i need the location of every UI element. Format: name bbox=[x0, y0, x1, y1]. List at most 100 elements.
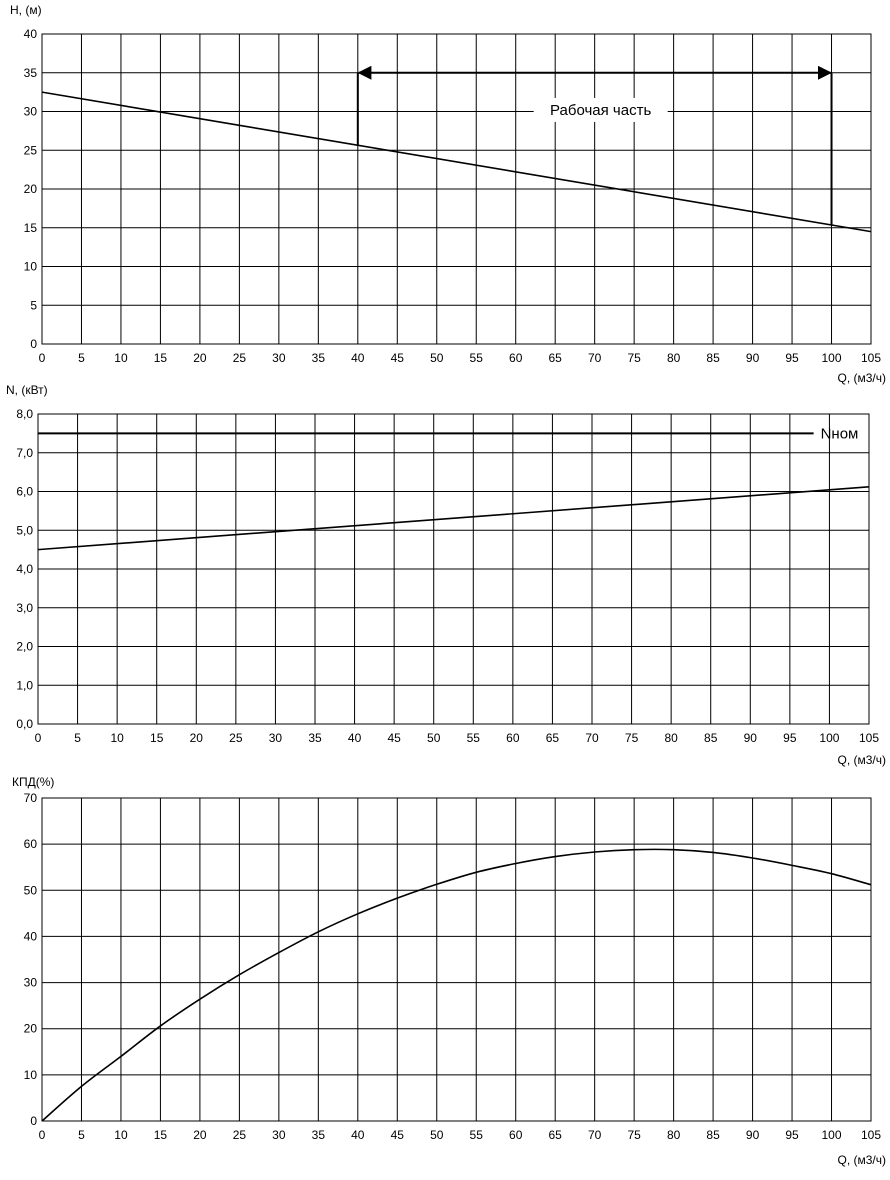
x-tick-label: 105 bbox=[861, 1128, 881, 1142]
chart-3: 0 5 10 15 20 25 30 35 40 45 50 55 60 65 70 75 80 85 90 95 10… bbox=[12, 775, 886, 1167]
x-tick-label: 85 bbox=[706, 1128, 720, 1142]
x-tick-label: 100 bbox=[822, 351, 842, 365]
x-tick-label: 50 bbox=[430, 1128, 444, 1142]
x-tick-label: 100 bbox=[819, 731, 839, 745]
y-tick-label: 15 bbox=[24, 221, 38, 235]
y-tick-label: 4,0 bbox=[16, 562, 33, 576]
y-tick-label: 40 bbox=[24, 929, 38, 943]
x-tick-label: 35 bbox=[312, 351, 326, 365]
x-tick-label: 85 bbox=[706, 351, 720, 365]
x-tick-label: 55 bbox=[470, 1128, 484, 1142]
x-tick-label: 60 bbox=[506, 731, 520, 745]
y-tick-label: 3,0 bbox=[16, 601, 33, 615]
x-tick-label: 35 bbox=[312, 1128, 326, 1142]
x-tick-label: 70 bbox=[585, 731, 599, 745]
y-tick-label: 1,0 bbox=[16, 678, 33, 692]
x-tick-label: 5 bbox=[74, 731, 81, 745]
x-tick-label: 75 bbox=[625, 731, 639, 745]
x-tick-label: 30 bbox=[269, 731, 283, 745]
plot-border bbox=[41, 797, 872, 1122]
range-label: Рабочая часть bbox=[550, 102, 651, 119]
x-tick-label: 75 bbox=[627, 1128, 641, 1142]
x-tick-label: 80 bbox=[664, 731, 678, 745]
x-tick-label: 65 bbox=[546, 731, 560, 745]
x-tick-label: 25 bbox=[233, 1128, 247, 1142]
x-tick-label: 20 bbox=[190, 731, 204, 745]
chart-2: 0 5 10 15 20 25 30 35 40 45 50 55 60 65 70 75 80 85 90 95 10… bbox=[6, 383, 886, 767]
y-tick-label: 7,0 bbox=[16, 446, 33, 460]
x-tick-label: 5 bbox=[78, 351, 85, 365]
y-axis-label: H, (м) bbox=[10, 3, 42, 17]
series-line bbox=[41, 848, 872, 1122]
x-tick-label: 105 bbox=[861, 351, 881, 365]
y-tick-label: 30 bbox=[24, 105, 38, 119]
y-tick-label: 0,0 bbox=[16, 717, 33, 731]
x-tick-label: 55 bbox=[470, 351, 484, 365]
plot-border bbox=[41, 33, 872, 345]
y-tick-label: 6,0 bbox=[16, 485, 33, 499]
y-tick-label: 40 bbox=[24, 27, 38, 41]
x-tick-label: 60 bbox=[509, 1128, 523, 1142]
y-tick-label: 10 bbox=[24, 260, 38, 274]
x-tick-label: 25 bbox=[229, 731, 243, 745]
x-tick-label: 0 bbox=[35, 731, 42, 745]
series-line bbox=[37, 486, 870, 551]
x-tick-label: 25 bbox=[233, 351, 247, 365]
x-tick-label: 20 bbox=[193, 351, 207, 365]
y-tick-label: 2,0 bbox=[16, 640, 33, 654]
x-tick-label: 50 bbox=[427, 731, 441, 745]
series-line bbox=[41, 91, 872, 233]
x-tick-label: 100 bbox=[822, 1128, 842, 1142]
x-tick-label: 60 bbox=[509, 351, 523, 365]
x-tick-label: 35 bbox=[308, 731, 322, 745]
x-tick-label: 45 bbox=[391, 1128, 405, 1142]
x-tick-label: 5 bbox=[78, 1128, 85, 1142]
y-tick-label: 20 bbox=[24, 182, 38, 196]
x-tick-label: 15 bbox=[154, 351, 168, 365]
x-tick-label: 65 bbox=[549, 351, 563, 365]
reference-line-label: Nном bbox=[821, 425, 859, 442]
range-label-background bbox=[533, 97, 668, 122]
x-tick-label: 80 bbox=[667, 1128, 681, 1142]
y-tick-label: 35 bbox=[24, 66, 38, 80]
y-tick-label: 20 bbox=[24, 1022, 38, 1036]
x-tick-label: 40 bbox=[348, 731, 362, 745]
x-tick-label: 90 bbox=[746, 1128, 760, 1142]
chart-1: 0 5 10 15 20 25 30 35 40 45 50 55 60 65 70 75 80 85 90 95 10… bbox=[10, 3, 886, 385]
y-axis-label: КПД(%) bbox=[12, 775, 54, 789]
y-tick-label: 70 bbox=[24, 791, 38, 805]
x-tick-label: 95 bbox=[785, 351, 799, 365]
y-axis-label: N, (кВт) bbox=[6, 383, 48, 397]
x-tick-label: 0 bbox=[39, 351, 46, 365]
x-tick-label: 65 bbox=[549, 1128, 563, 1142]
x-tick-label: 15 bbox=[154, 1128, 168, 1142]
x-tick-label: 90 bbox=[746, 351, 760, 365]
x-tick-label: 10 bbox=[110, 731, 124, 745]
y-tick-label: 10 bbox=[24, 1068, 38, 1082]
x-tick-label: 45 bbox=[387, 731, 401, 745]
y-tick-label: 5 bbox=[30, 298, 37, 312]
x-tick-label: 105 bbox=[859, 731, 879, 745]
x-tick-label: 20 bbox=[193, 1128, 207, 1142]
y-tick-label: 60 bbox=[24, 837, 38, 851]
y-tick-label: 0 bbox=[30, 1114, 37, 1128]
x-tick-label: 0 bbox=[39, 1128, 46, 1142]
x-tick-label: 55 bbox=[467, 731, 481, 745]
x-tick-label: 30 bbox=[272, 351, 286, 365]
x-tick-label: 80 bbox=[667, 351, 681, 365]
x-tick-label: 50 bbox=[430, 351, 444, 365]
y-tick-label: 30 bbox=[24, 976, 38, 990]
x-tick-label: 85 bbox=[704, 731, 718, 745]
y-tick-label: 50 bbox=[24, 883, 38, 897]
x-tick-label: 30 bbox=[272, 1128, 286, 1142]
x-tick-label: 45 bbox=[391, 351, 405, 365]
x-tick-label: 70 bbox=[588, 351, 602, 365]
x-axis-label: Q, (м3/ч) bbox=[837, 753, 886, 767]
x-axis-label: Q, (м3/ч) bbox=[837, 1153, 886, 1167]
x-tick-label: 90 bbox=[744, 731, 758, 745]
x-axis-label: Q, (м3/ч) bbox=[837, 371, 886, 385]
x-tick-label: 75 bbox=[627, 351, 641, 365]
y-tick-label: 25 bbox=[24, 143, 38, 157]
x-tick-label: 10 bbox=[114, 1128, 128, 1142]
